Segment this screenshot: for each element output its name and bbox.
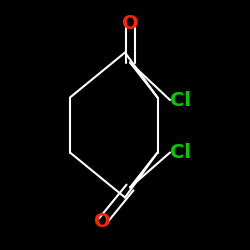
Text: O: O xyxy=(122,14,138,33)
Text: Cl: Cl xyxy=(170,90,191,110)
Text: Cl: Cl xyxy=(170,143,191,162)
Text: O: O xyxy=(94,212,111,231)
